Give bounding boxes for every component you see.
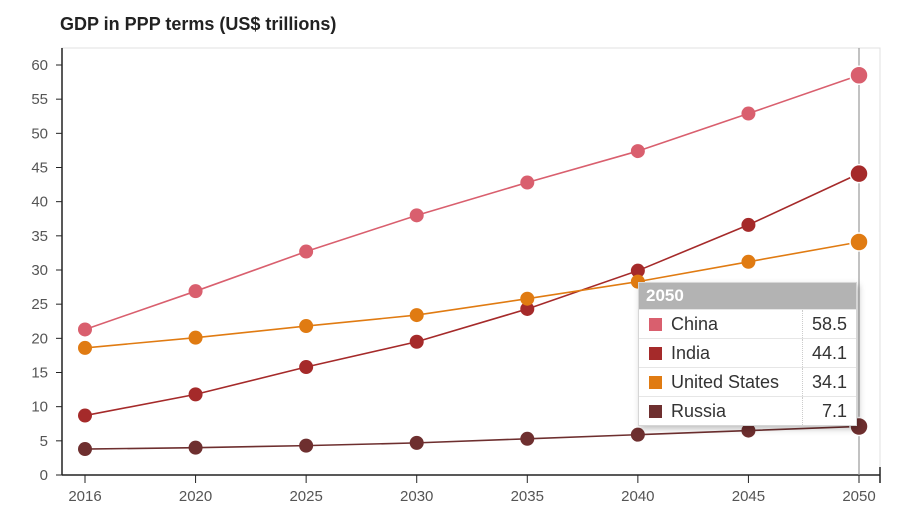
y-tick-label: 55 [31, 91, 48, 108]
india-point [299, 360, 314, 375]
china-point [409, 208, 424, 223]
china-point [741, 106, 756, 121]
china-point [520, 175, 535, 190]
y-tick-label: 25 [31, 296, 48, 313]
chart-tooltip: 2050 China 58.5 India 44.1 United States… [638, 282, 857, 426]
chart-title: GDP in PPP terms (US$ trillions) [60, 14, 337, 34]
y-tick-label: 45 [31, 160, 48, 177]
india-point [78, 408, 92, 423]
russia-point [520, 431, 535, 446]
y-tick-label: 60 [31, 57, 48, 74]
tooltip-row-russia: Russia 7.1 [639, 396, 856, 425]
x-tick-label: 2035 [511, 488, 544, 505]
x-tick-label: 2045 [732, 488, 765, 505]
y-tick-label: 5 [40, 433, 48, 450]
india-line [84, 172, 860, 417]
india-point [188, 387, 203, 402]
y-tick-label: 20 [31, 330, 48, 347]
india-point [741, 217, 756, 232]
tooltip-series-value: 7.1 [802, 397, 856, 425]
tooltip-series-value: 58.5 [802, 310, 856, 338]
y-tick-label: 50 [31, 125, 48, 142]
russia-point [409, 435, 424, 450]
tooltip-header: 2050 [639, 283, 856, 309]
tooltip-row-india: India 44.1 [639, 338, 856, 367]
united-states-point [299, 319, 314, 334]
united-states-point [849, 232, 869, 252]
x-tick-label: 2040 [621, 488, 654, 505]
china-swatch [649, 317, 662, 331]
tooltip-series-name: Russia [671, 400, 727, 421]
y-tick-label: 0 [40, 467, 48, 484]
russia-point [188, 440, 203, 455]
x-tick-label: 2025 [289, 488, 322, 505]
x-tick-label: 2020 [179, 488, 212, 505]
india-point [849, 163, 869, 184]
united-states-point [741, 254, 756, 269]
china-point [849, 65, 869, 85]
tooltip-series-name: United States [671, 371, 780, 392]
india-point [409, 334, 424, 349]
china-point [188, 284, 203, 299]
y-tick-label: 35 [31, 228, 48, 245]
united-states-point [78, 340, 92, 355]
china-point [630, 144, 645, 159]
tooltip-row-china: China 58.5 [639, 309, 856, 338]
y-tick-label: 30 [31, 262, 48, 279]
united-states-point [188, 330, 203, 345]
russia-point [299, 438, 314, 453]
united-states-point [520, 291, 535, 306]
russia-point [630, 427, 645, 442]
united-states-line [84, 241, 860, 349]
x-tick-label: 2030 [400, 488, 433, 505]
y-tick-label: 40 [31, 194, 48, 211]
india-swatch [649, 346, 662, 360]
tooltip-series-value: 44.1 [802, 339, 856, 367]
china-point [78, 322, 92, 337]
china-point [299, 244, 314, 259]
tooltip-series-name: India [671, 342, 711, 363]
x-tick-label: 2050 [842, 488, 875, 505]
united-states-swatch [649, 375, 662, 389]
x-tick-label: 2016 [68, 488, 101, 505]
russia-point [78, 442, 92, 457]
tooltip-row-united-states: United States 34.1 [639, 367, 856, 396]
y-tick-label: 15 [31, 365, 48, 382]
india-point [630, 263, 645, 278]
united-states-point [409, 308, 424, 323]
tooltip-series-value: 34.1 [802, 368, 856, 396]
india-point [520, 301, 535, 316]
y-tick-label: 10 [31, 399, 48, 416]
russia-line [84, 425, 860, 450]
tooltip-series-name: China [671, 313, 719, 334]
russia-point [741, 423, 756, 438]
china-line [84, 74, 860, 331]
russia-swatch [649, 404, 662, 418]
